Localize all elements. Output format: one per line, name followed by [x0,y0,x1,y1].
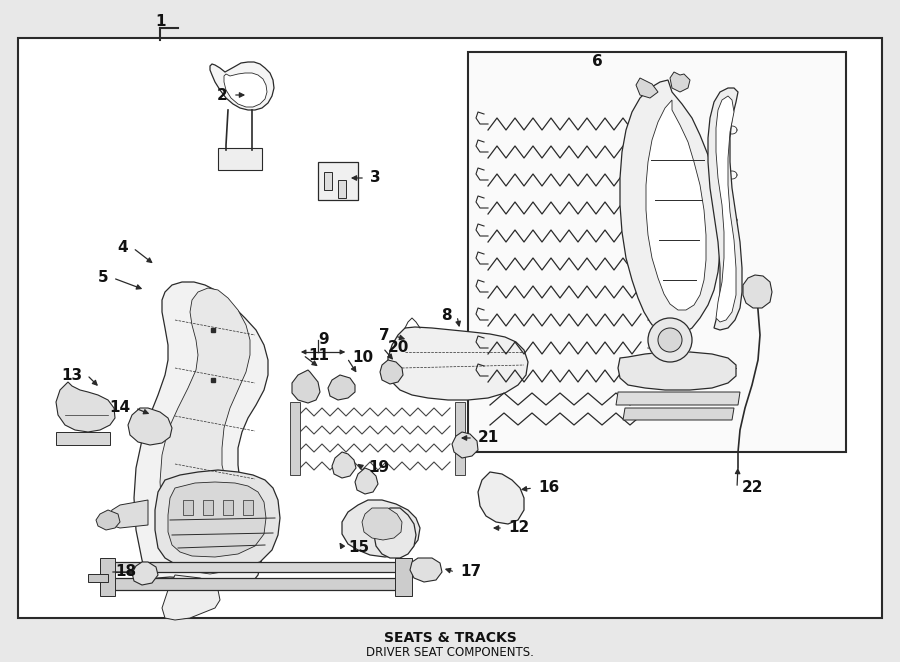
Polygon shape [410,558,442,582]
Text: 9: 9 [318,332,328,348]
Text: 12: 12 [508,520,529,536]
Polygon shape [210,62,274,110]
Polygon shape [455,402,465,475]
Polygon shape [88,574,108,582]
Text: 7: 7 [380,328,390,344]
Text: 1: 1 [155,15,166,30]
Polygon shape [108,500,148,528]
Polygon shape [318,162,358,200]
Polygon shape [56,432,110,445]
Bar [468,52,846,452]
Polygon shape [105,578,408,590]
Polygon shape [478,472,524,524]
Polygon shape [128,408,172,445]
Polygon shape [342,500,420,557]
Text: SEATS & TRACKS: SEATS & TRACKS [383,631,517,645]
Polygon shape [332,452,356,478]
Circle shape [658,328,682,352]
Polygon shape [708,88,742,330]
Polygon shape [646,100,706,310]
Polygon shape [292,370,320,403]
Polygon shape [134,282,268,590]
Circle shape [648,318,692,362]
Polygon shape [362,508,402,540]
Text: 10: 10 [352,350,374,365]
Text: 19: 19 [368,461,389,475]
Text: 3: 3 [370,171,381,185]
Polygon shape [183,500,193,515]
Text: 2: 2 [217,87,228,103]
Polygon shape [132,562,158,585]
Polygon shape [452,432,478,458]
Polygon shape [355,468,378,494]
Text: 8: 8 [441,308,452,324]
Text: 22: 22 [742,481,763,495]
Polygon shape [224,73,267,107]
Polygon shape [338,180,346,198]
Polygon shape [374,508,416,558]
Polygon shape [290,402,300,475]
Polygon shape [218,148,262,170]
Polygon shape [56,382,115,432]
Polygon shape [716,96,736,322]
Polygon shape [670,72,690,92]
Polygon shape [743,275,772,308]
Polygon shape [616,392,740,405]
Polygon shape [223,500,233,515]
Polygon shape [162,575,220,620]
Polygon shape [160,288,250,574]
Polygon shape [155,470,280,570]
Polygon shape [168,482,266,557]
Polygon shape [395,558,412,596]
Text: 5: 5 [97,271,108,285]
Polygon shape [623,408,734,420]
Polygon shape [380,360,403,384]
Text: 21: 21 [478,430,500,446]
Polygon shape [328,375,355,400]
Polygon shape [618,352,736,390]
Polygon shape [243,500,253,515]
Text: 11: 11 [308,348,329,363]
Polygon shape [388,327,528,400]
Polygon shape [744,282,764,298]
Text: 15: 15 [348,540,369,555]
Polygon shape [636,78,658,98]
Polygon shape [96,510,120,530]
Polygon shape [324,172,332,190]
Text: 20: 20 [388,340,410,355]
Text: 6: 6 [592,54,603,70]
Text: 18: 18 [115,565,136,579]
Polygon shape [620,80,720,336]
Text: 14: 14 [109,401,130,416]
Bar [18,38,882,618]
Text: 16: 16 [538,481,559,495]
Text: 4: 4 [117,240,128,256]
Polygon shape [100,558,115,596]
Text: 17: 17 [460,565,482,579]
Polygon shape [110,562,400,572]
Polygon shape [203,500,213,515]
Text: DRIVER SEAT COMPONENTS.: DRIVER SEAT COMPONENTS. [366,645,534,659]
Text: 13: 13 [61,367,82,383]
